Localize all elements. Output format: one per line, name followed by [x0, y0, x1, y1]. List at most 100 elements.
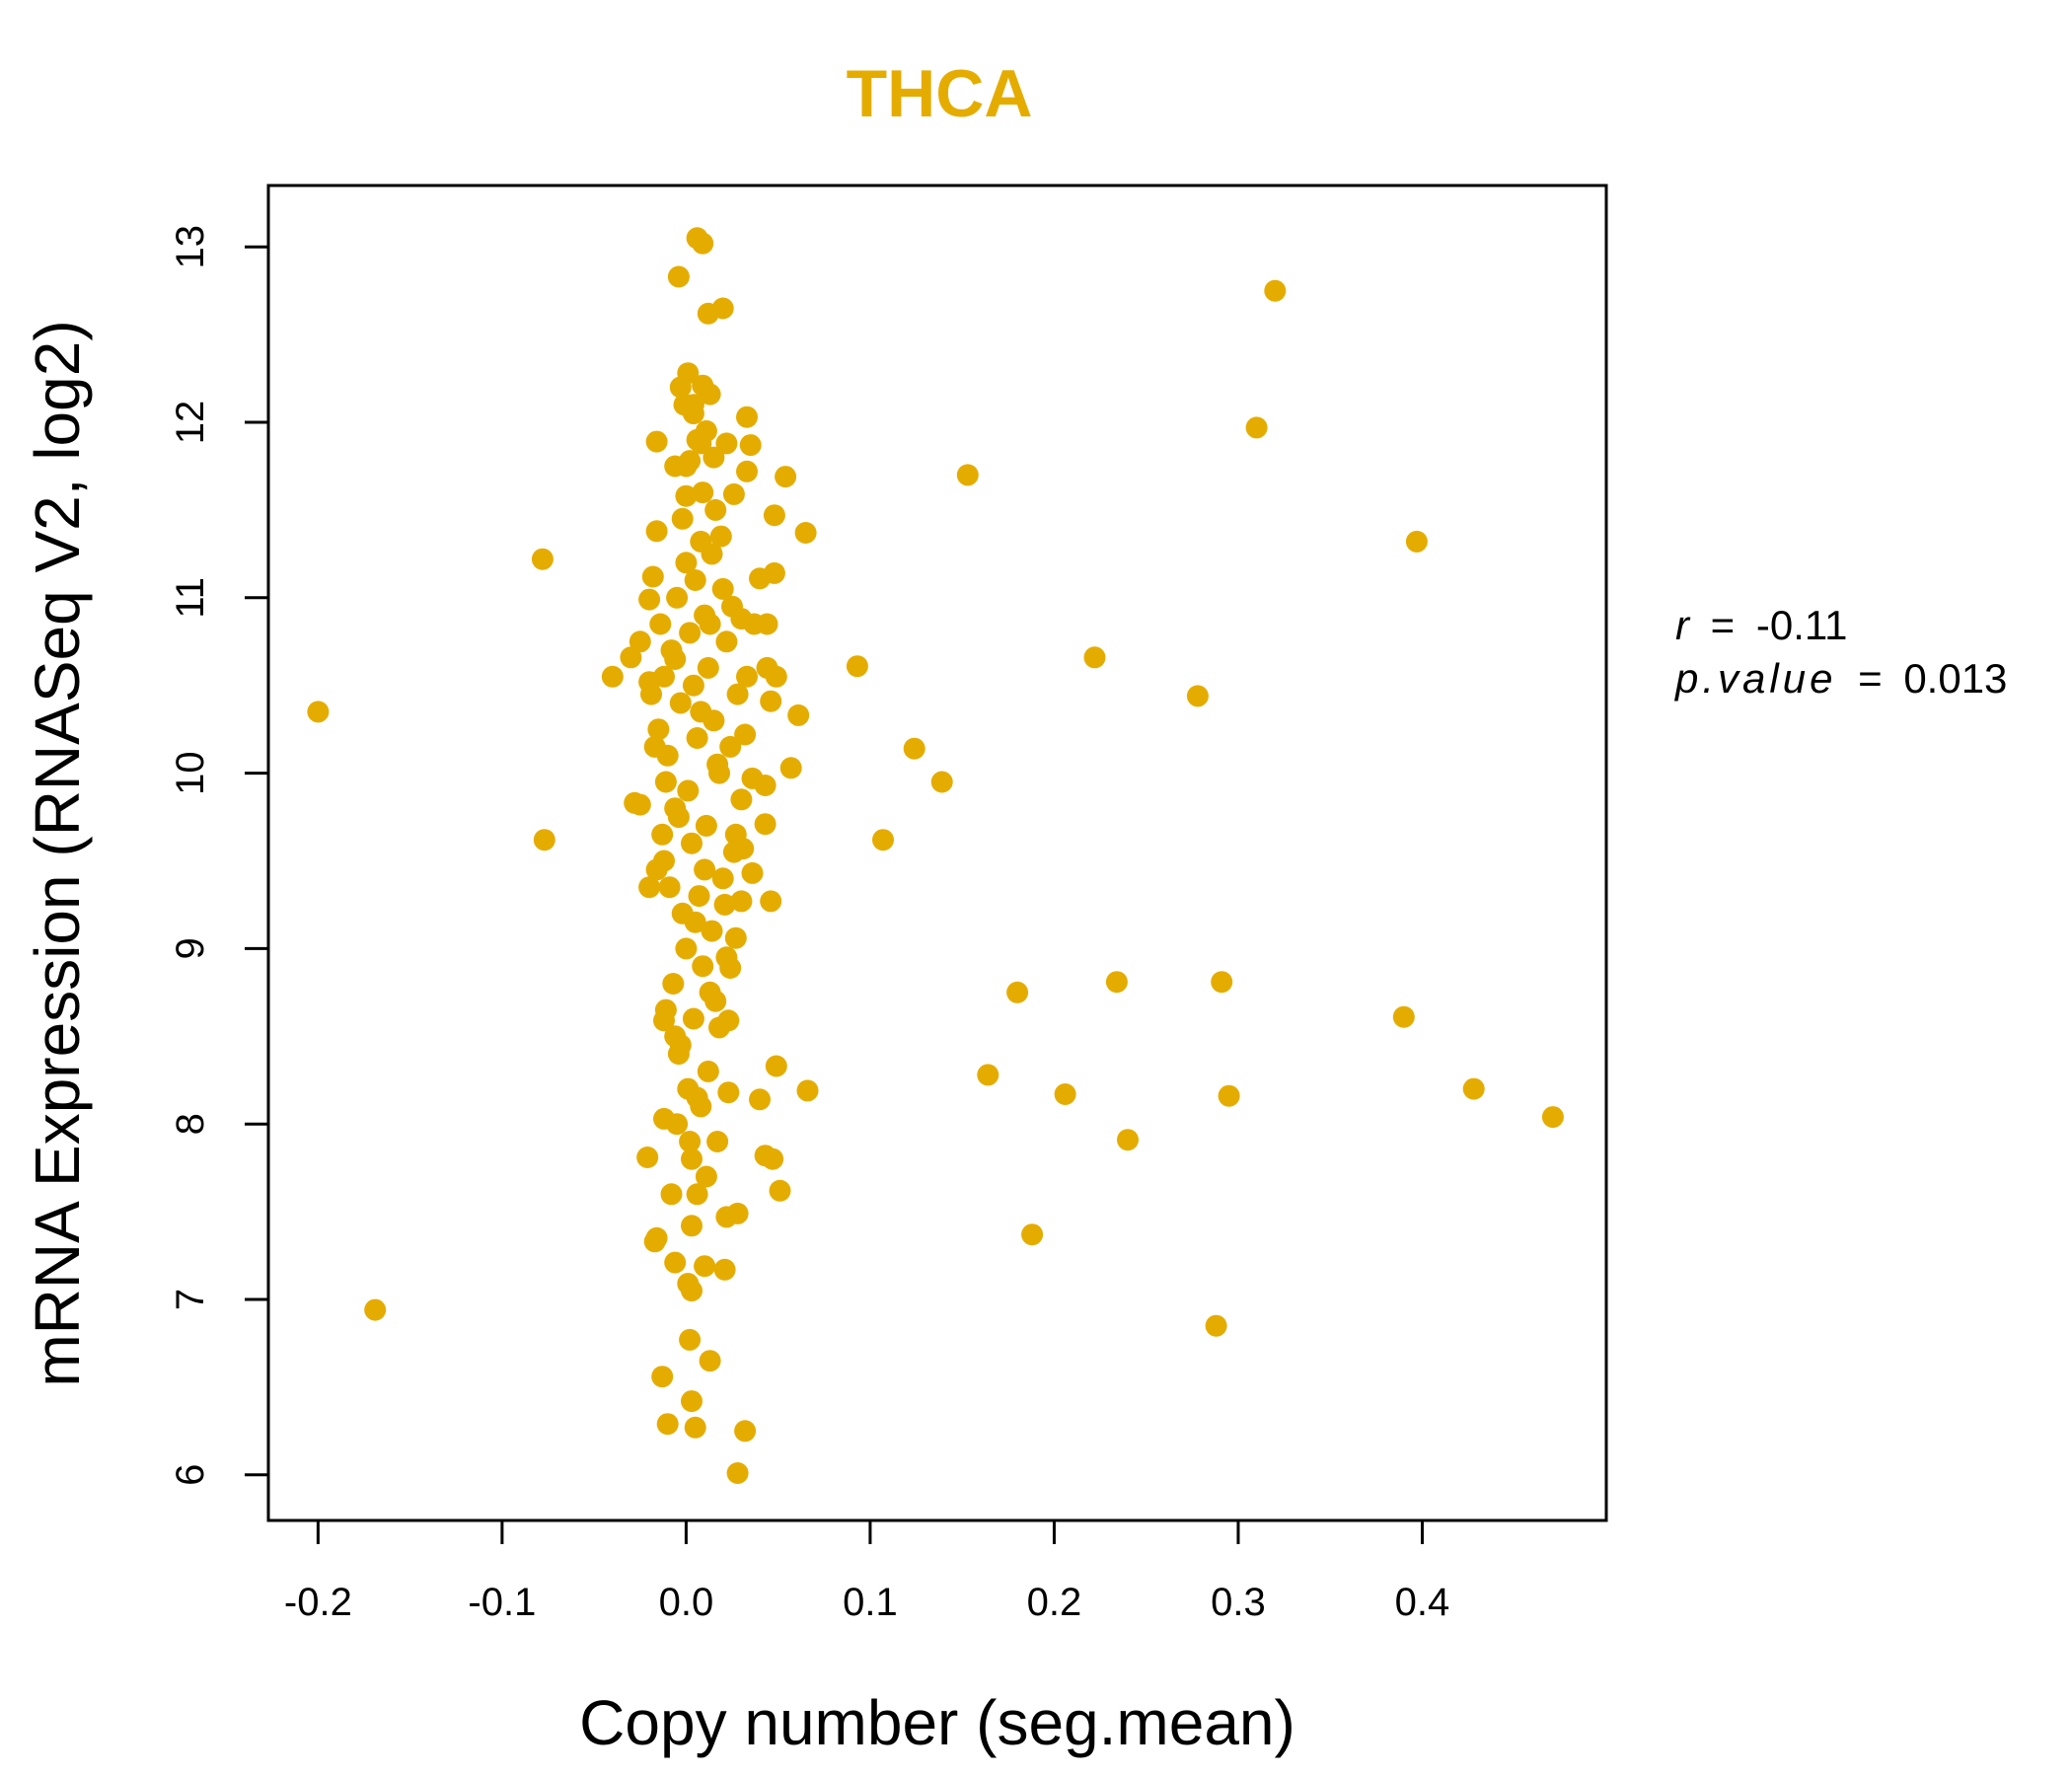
- scatter-point: [658, 876, 681, 899]
- scatter-point: [531, 548, 554, 570]
- svg-text:p.value = 0.013: p.value = 0.013: [1673, 655, 2007, 702]
- scatter-point: [796, 1079, 819, 1102]
- scatter-point: [760, 890, 782, 913]
- scatter-point: [726, 1202, 749, 1224]
- scatter-point: [1218, 1084, 1240, 1107]
- stats-annotation: r = -0.11 p.value = 0.013: [1673, 602, 2007, 702]
- scatter-point: [763, 561, 785, 584]
- scatter-point: [1392, 1005, 1415, 1028]
- scatter-point: [649, 613, 672, 635]
- chart-title: THCA: [847, 56, 1033, 131]
- scatter-point: [736, 460, 758, 482]
- scatter-point: [754, 775, 777, 796]
- scatter-point: [779, 757, 802, 779]
- scatter-point: [677, 779, 700, 802]
- scatter-point: [688, 885, 710, 908]
- scatter-point: [1117, 1129, 1139, 1151]
- scatter-point: [760, 690, 782, 712]
- scatter-point: [903, 737, 925, 760]
- scatter-point: [686, 1086, 708, 1109]
- data-points: [307, 227, 1564, 1484]
- scatter-point: [533, 829, 555, 851]
- scatter-point: [706, 753, 729, 776]
- scatter-point: [636, 1147, 659, 1168]
- scatter-point: [730, 890, 753, 913]
- x-tick-label: 0.3: [1211, 1581, 1266, 1624]
- scatter-point: [715, 432, 738, 455]
- scatter-point: [775, 466, 797, 488]
- scatter-point: [694, 1255, 716, 1278]
- scatter-point: [711, 577, 734, 600]
- scatter-point: [769, 1179, 791, 1202]
- scatter-point: [977, 1064, 999, 1086]
- scatter-point: [645, 520, 668, 543]
- scatter-point: [638, 588, 661, 611]
- scatter-point: [706, 1131, 729, 1152]
- scatter-point: [701, 543, 723, 565]
- scatter-point: [686, 1183, 708, 1206]
- scatter-point: [711, 867, 734, 890]
- scatter-point: [722, 841, 745, 863]
- scatter-point: [681, 832, 703, 854]
- scatter-point: [645, 858, 668, 881]
- scatter-point: [653, 1009, 675, 1032]
- scatter-point: [713, 1258, 736, 1281]
- scatter-point: [643, 735, 666, 758]
- scatter-point: [765, 1055, 787, 1077]
- scatter-point: [1054, 1083, 1076, 1105]
- scatter-point: [846, 655, 868, 678]
- scatter-point: [681, 1280, 703, 1302]
- scatter-point: [708, 1016, 730, 1039]
- scatter-point: [692, 955, 714, 978]
- p-equals: =: [1858, 655, 1883, 702]
- scatter-point: [692, 481, 714, 504]
- scatter-point: [675, 455, 698, 478]
- r-equals: =: [1711, 602, 1736, 648]
- y-tick-label: 12: [169, 401, 212, 445]
- scatter-point: [739, 434, 762, 457]
- scatter-point: [682, 674, 704, 697]
- scatter-point: [1245, 416, 1268, 439]
- scatter-point: [629, 630, 651, 653]
- y-tick-label: 11: [169, 577, 212, 619]
- scatter-point: [717, 1081, 740, 1104]
- scatter-point: [872, 829, 894, 851]
- scatter-point: [704, 498, 727, 521]
- scatter-point: [715, 630, 738, 653]
- scatter-point: [690, 701, 712, 723]
- scatter-point: [364, 1298, 387, 1321]
- scatter-point: [719, 735, 742, 758]
- scatter-point: [641, 565, 664, 588]
- r-value: -0.11: [1756, 602, 1848, 648]
- scatter-point: [662, 973, 685, 995]
- p-label: p.value: [1673, 655, 1836, 702]
- y-tick-label: 9: [169, 937, 212, 959]
- x-tick-label: 0.0: [659, 1581, 714, 1624]
- scatter-point: [699, 613, 721, 635]
- scatter-point: [743, 613, 766, 635]
- scatter-point: [679, 622, 702, 644]
- svg-text:r = -0.11: r = -0.11: [1675, 602, 1848, 648]
- scatter-point: [681, 1147, 703, 1170]
- scatter-point: [601, 665, 624, 688]
- y-tick-label: 6: [169, 1464, 212, 1486]
- scatter-point: [763, 504, 785, 527]
- y-tick-label: 13: [169, 225, 212, 269]
- scatter-point: [1405, 530, 1428, 553]
- scatter-point: [667, 265, 690, 288]
- scatter-point: [679, 1131, 702, 1152]
- scatter-point: [787, 703, 810, 726]
- scatter-point: [730, 788, 753, 811]
- scatter-point: [1541, 1106, 1564, 1129]
- scatter-point: [684, 1416, 706, 1439]
- scatter-point: [726, 683, 749, 705]
- scatter-point: [695, 814, 717, 837]
- scatter-point: [647, 718, 670, 741]
- scatter-point: [671, 507, 694, 530]
- scatter-point: [664, 1251, 687, 1274]
- scatter-point: [682, 1007, 704, 1030]
- scatter-point: [307, 701, 330, 723]
- scatter-point: [715, 946, 738, 969]
- scatter-point: [956, 464, 979, 486]
- scatter-point: [697, 302, 719, 325]
